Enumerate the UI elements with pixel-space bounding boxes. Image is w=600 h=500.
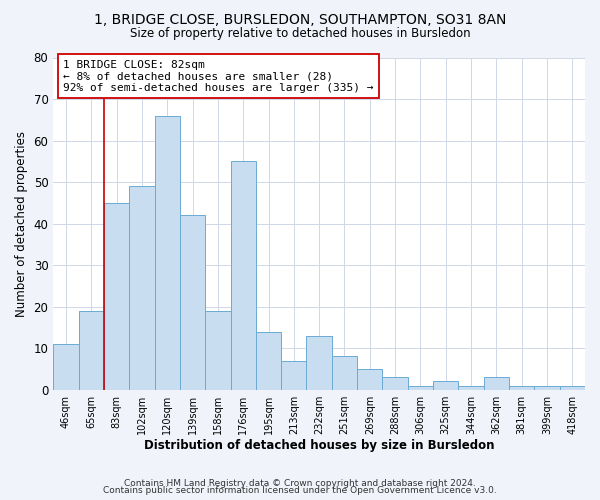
Bar bbox=[433, 382, 458, 390]
Text: Contains public sector information licensed under the Open Government Licence v3: Contains public sector information licen… bbox=[103, 486, 497, 495]
X-axis label: Distribution of detached houses by size in Bursledon: Distribution of detached houses by size … bbox=[144, 440, 494, 452]
Text: Size of property relative to detached houses in Bursledon: Size of property relative to detached ho… bbox=[130, 28, 470, 40]
Bar bbox=[155, 116, 180, 390]
Bar bbox=[256, 332, 281, 390]
Y-axis label: Number of detached properties: Number of detached properties bbox=[15, 130, 28, 316]
Bar bbox=[205, 311, 230, 390]
Bar bbox=[129, 186, 155, 390]
Bar bbox=[458, 386, 484, 390]
Text: 1 BRIDGE CLOSE: 82sqm
← 8% of detached houses are smaller (28)
92% of semi-detac: 1 BRIDGE CLOSE: 82sqm ← 8% of detached h… bbox=[64, 60, 374, 93]
Bar bbox=[382, 378, 408, 390]
Bar bbox=[484, 378, 509, 390]
Bar bbox=[79, 311, 104, 390]
Bar bbox=[535, 386, 560, 390]
Bar bbox=[104, 203, 129, 390]
Bar bbox=[408, 386, 433, 390]
Bar bbox=[230, 162, 256, 390]
Bar bbox=[53, 344, 79, 390]
Text: Contains HM Land Registry data © Crown copyright and database right 2024.: Contains HM Land Registry data © Crown c… bbox=[124, 478, 476, 488]
Bar bbox=[180, 216, 205, 390]
Bar bbox=[307, 336, 332, 390]
Text: 1, BRIDGE CLOSE, BURSLEDON, SOUTHAMPTON, SO31 8AN: 1, BRIDGE CLOSE, BURSLEDON, SOUTHAMPTON,… bbox=[94, 12, 506, 26]
Bar bbox=[281, 360, 307, 390]
Bar bbox=[560, 386, 585, 390]
Bar bbox=[332, 356, 357, 390]
Bar bbox=[357, 369, 382, 390]
Bar bbox=[509, 386, 535, 390]
